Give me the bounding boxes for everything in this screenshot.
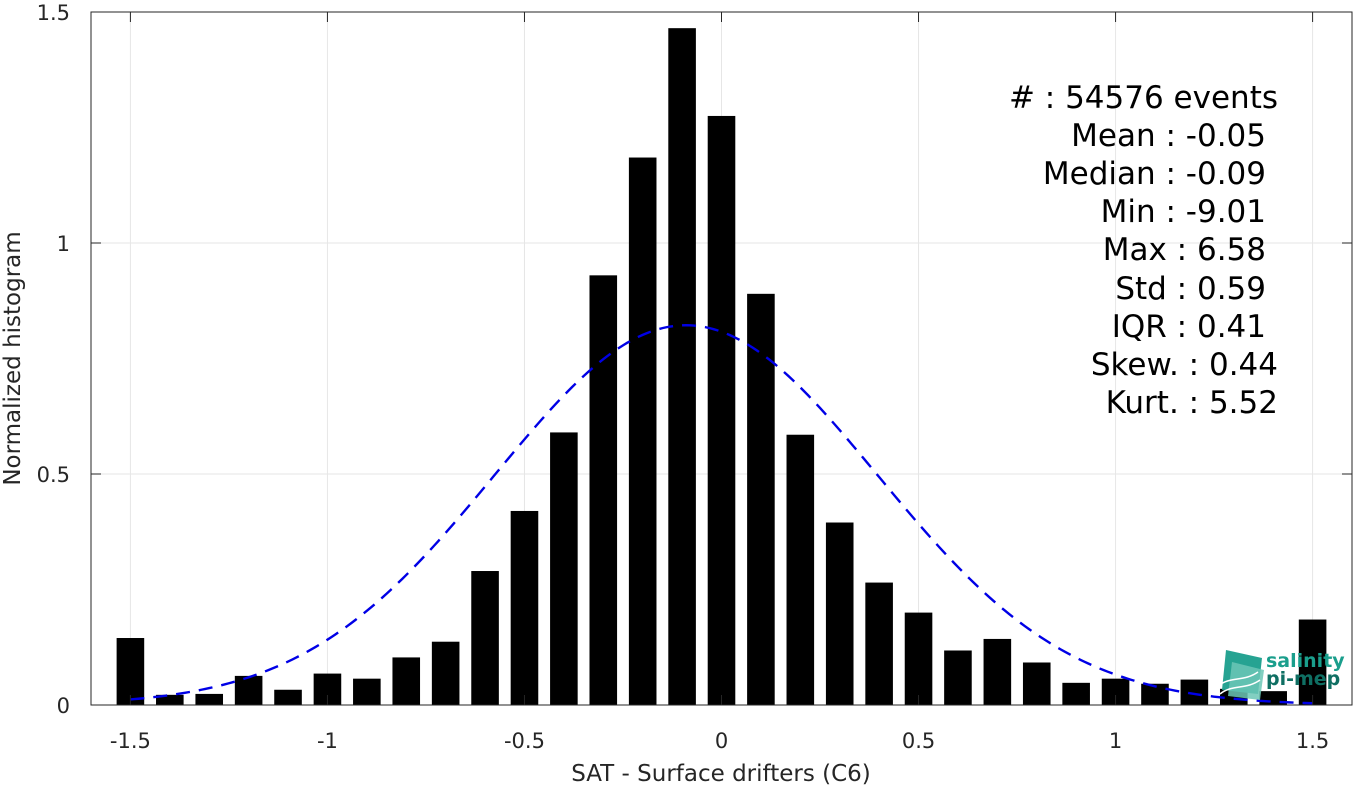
histogram-bar: [471, 571, 499, 705]
histogram-bar: [392, 657, 421, 705]
histogram-bar: [195, 693, 224, 705]
x-tick-label: -0.5: [504, 729, 545, 753]
histogram-bar: [825, 522, 854, 705]
y-tick-label: 0.5: [37, 463, 70, 487]
salinity-pi-mep-logo: salinity pi-mep: [1217, 650, 1345, 700]
stat-mean: Mean : -0.05: [1071, 118, 1266, 154]
histogram-bar: [786, 434, 815, 705]
x-tick-label: 1.5: [1296, 729, 1329, 753]
histogram-bar: [707, 115, 736, 705]
statistics-annotation: # : 54576 events Mean : -0.05 Median : -…: [1009, 80, 1278, 421]
histogram-bar: [1141, 683, 1169, 705]
logo-text-pi-mep: pi-mep: [1266, 668, 1340, 690]
y-tick-labels: 0 0.5 1 1.5: [37, 1, 70, 718]
stat-iqr: IQR : 0.41: [1112, 309, 1266, 345]
x-tick-label: 0: [715, 729, 728, 753]
histogram-bar: [589, 275, 618, 705]
histogram-bar: [510, 510, 539, 705]
x-tick-label: -1: [317, 729, 338, 753]
y-tick-label: 0: [57, 694, 70, 718]
histogram-bar: [904, 612, 933, 705]
y-tick-label: 1: [57, 232, 70, 256]
histogram-bar: [668, 28, 696, 706]
histogram-bar: [431, 641, 460, 705]
x-tick-labels: -1.5 -1 -0.5 0 0.5 1 1.5: [110, 729, 1329, 753]
histogram-bar: [156, 694, 184, 705]
stat-kurt: Kurt. : 5.52: [1106, 385, 1278, 421]
stat-skew: Skew. : 0.44: [1091, 347, 1278, 383]
histogram-bar: [983, 638, 1012, 705]
histogram-bar: [1062, 682, 1090, 705]
histogram-bar: [628, 157, 657, 705]
histogram-bar: [1180, 679, 1209, 705]
histogram-bar: [944, 650, 972, 705]
stat-events: # : 54576 events: [1009, 80, 1278, 116]
axis-ticks: [91, 11, 1352, 706]
histogram-bar: [1298, 619, 1327, 705]
histogram-bar: [353, 678, 381, 705]
x-tick-label: 1: [1109, 729, 1122, 753]
y-tick-label: 1.5: [37, 1, 70, 25]
histogram-bar: [550, 432, 578, 705]
histogram-bar: [234, 675, 263, 705]
stat-max: Max : 6.58: [1103, 232, 1266, 268]
x-tick-label: 0.5: [902, 729, 935, 753]
histogram-bar: [865, 582, 893, 705]
histogram-bar: [1022, 662, 1051, 705]
histogram-bar: [274, 689, 302, 705]
histogram-bar: [116, 638, 145, 705]
histogram-bars: [116, 28, 1327, 706]
logo-mark-icon: [1217, 650, 1264, 700]
histogram-bar: [747, 293, 775, 705]
gaussian-fit-curve: [130, 324, 1313, 705]
y-axis-title: Normalized histogram: [0, 231, 26, 485]
logo-text-salinity: salinity: [1266, 650, 1345, 672]
x-tick-label: -1.5: [110, 729, 151, 753]
x-axis-title: SAT - Surface drifters (C6): [571, 761, 871, 785]
stat-median: Median : -0.09: [1043, 156, 1266, 192]
stat-min: Min : -9.01: [1101, 194, 1266, 230]
stat-std: Std : 0.59: [1115, 271, 1266, 307]
